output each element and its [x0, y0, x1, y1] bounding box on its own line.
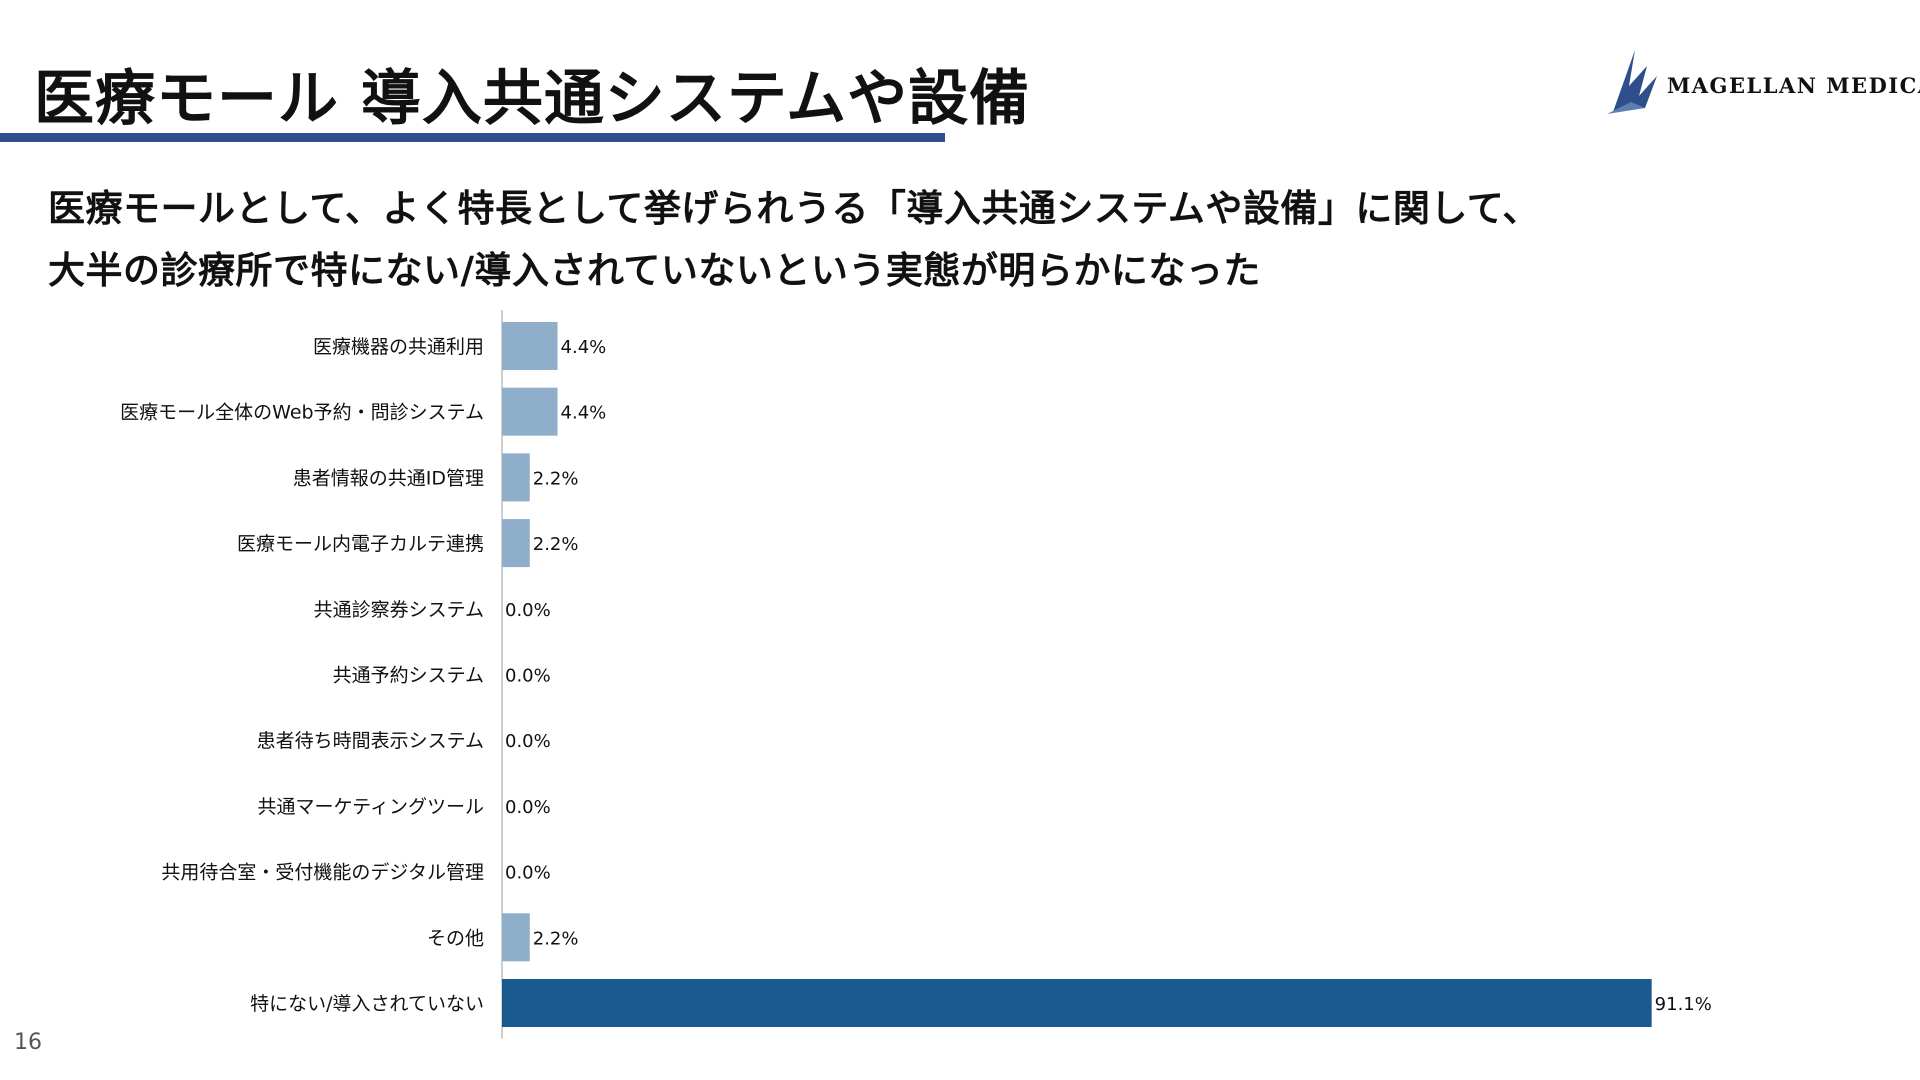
value-label: 4.4% [561, 337, 607, 358]
page-title: 医療モール 導入共通システムや設備 [34, 64, 1031, 134]
value-label: 2.2% [533, 534, 579, 555]
category-label: その他 [427, 927, 484, 949]
subtitle-line-2: 大半の診療所で特にない/導入されていないという実態が明らかになった [48, 249, 1261, 292]
category-label: 共通マーケティングツール [258, 796, 484, 818]
bar [502, 913, 530, 962]
value-label: 0.0% [505, 600, 551, 621]
category-label: 特にない/導入されていない [250, 993, 484, 1015]
value-label: 0.0% [505, 666, 551, 687]
category-label: 患者情報の共通ID管理 [293, 467, 484, 489]
value-label: 0.0% [505, 797, 551, 818]
category-label: 共通予約システム [333, 665, 484, 687]
subtitle-line-1: 医療モールとして、よく特長として挙げられうる「導入共通システムや設備」に関して、 [48, 187, 1540, 230]
title-underline [0, 133, 945, 142]
bar [502, 453, 530, 502]
bar [502, 519, 530, 568]
category-label: 患者待ち時間表示システム [257, 730, 484, 752]
logo-text: MAGELLAN MEDICAL [1667, 73, 1920, 98]
category-label: 医療機器の共通利用 [313, 336, 484, 358]
bar [502, 387, 558, 436]
value-label: 91.1% [1655, 994, 1712, 1015]
magellan-logo-icon [1607, 50, 1657, 114]
value-label: 4.4% [561, 403, 607, 424]
bar [502, 979, 1652, 1027]
page-number: 16 [14, 1030, 42, 1055]
value-label: 0.0% [505, 731, 551, 752]
value-label: 2.2% [533, 468, 579, 489]
logo: MAGELLAN MEDICAL [1605, 46, 1920, 116]
category-label: 共用待合室・受付機能のデジタル管理 [161, 862, 484, 884]
value-label: 0.0% [505, 863, 551, 884]
category-label: 医療モール全体のWeb予約・問診システム [120, 402, 484, 424]
value-label: 2.2% [533, 928, 579, 949]
category-label: 共通診察券システム [314, 599, 484, 621]
horizontal-bar-chart: 医療機器の共通利用 4.4% 医療モール全体のWeb予約・問診システム 4.4% 患者情… [120, 310, 1712, 1039]
category-label: 医療モール内電子カルテ連携 [237, 533, 484, 555]
bar [502, 322, 558, 370]
